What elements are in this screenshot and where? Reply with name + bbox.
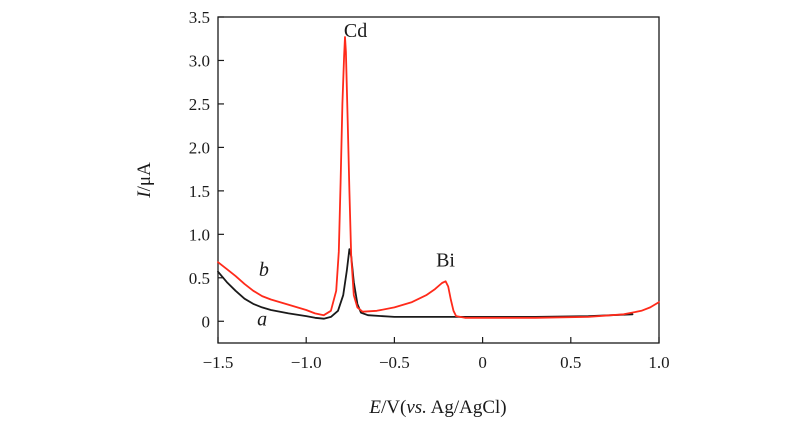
y-tick-label: 3.5	[189, 8, 210, 27]
x-axis-title-italic: E	[368, 397, 381, 418]
y-axis-title-rest: /μA	[134, 162, 155, 191]
x-tick-label: 1.0	[648, 353, 669, 372]
x-axis-title-vs: vs.	[406, 397, 427, 418]
y-tick-label: 2.0	[189, 138, 210, 157]
x-axis-title-rest: Ag/AgCl)	[427, 397, 507, 418]
series-label-a: a	[257, 309, 267, 331]
plot-frame	[217, 16, 660, 344]
y-tick-label: 3.0	[189, 51, 210, 70]
series-line-a	[217, 248, 634, 320]
peak-label-bi: Bi	[436, 249, 455, 271]
y-tick-label: 1.0	[189, 225, 210, 244]
y-axis-title: I/μA	[134, 162, 155, 199]
y-tick-label: 1.5	[189, 182, 210, 201]
x-tick-label: −1.5	[203, 353, 234, 372]
y-tick-label: 2.5	[189, 95, 210, 114]
x-tick-label: 0	[478, 353, 487, 372]
peak-label-cd: Cd	[344, 20, 367, 42]
x-axis-title: E/V(vs. Ag/AgCl)	[368, 397, 506, 418]
y-tick-label: 0	[202, 312, 211, 331]
x-axis-title-mid: /V(	[381, 397, 406, 418]
x-tick-label: −1.0	[291, 353, 322, 372]
y-axis-title-italic: I	[134, 190, 155, 199]
y-tick-label: 0.5	[189, 269, 210, 288]
series-line-b	[217, 36, 660, 319]
x-tick-label: −0.5	[379, 353, 410, 372]
x-tick-label: 0.5	[560, 353, 581, 372]
series-label-b: b	[259, 259, 269, 281]
